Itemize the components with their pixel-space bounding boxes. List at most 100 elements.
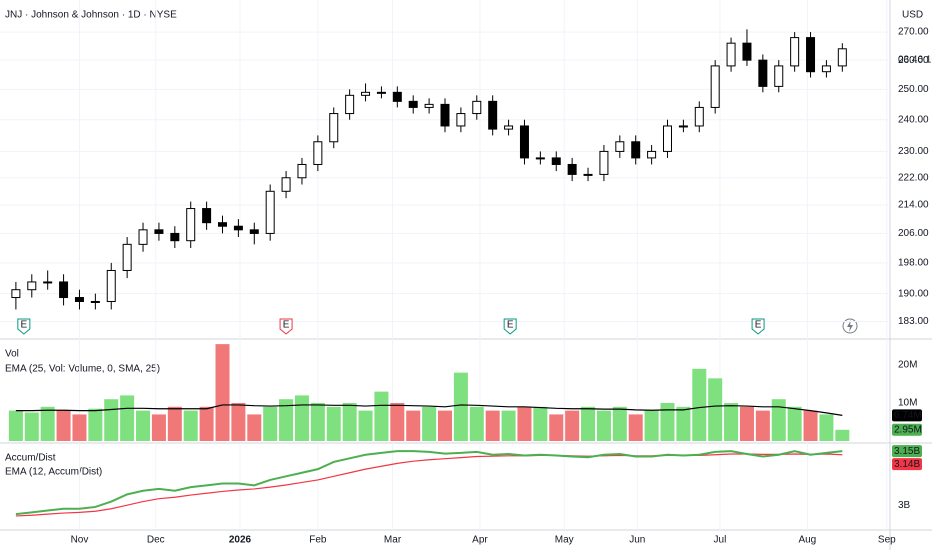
volume-bar	[549, 414, 564, 441]
volume-bar	[104, 399, 119, 441]
y-tick-label: 190.00	[898, 288, 929, 299]
series-line	[15, 404, 843, 416]
volume-bar	[803, 410, 818, 441]
volume-bar	[485, 410, 500, 441]
event-label: E	[283, 320, 290, 331]
volume-bar	[644, 410, 659, 441]
candle-body	[138, 229, 148, 245]
series-line	[15, 453, 843, 517]
y-tick-label: 270.00	[898, 27, 929, 38]
candle-body	[186, 208, 196, 242]
volume-bar	[612, 406, 627, 441]
volume-bar	[72, 414, 87, 441]
x-tick-label: Apr	[472, 535, 488, 546]
volume-bar	[136, 410, 151, 441]
candle-body	[392, 91, 402, 102]
candle-body	[821, 65, 831, 73]
candle-body	[345, 94, 355, 115]
volume-bar	[739, 406, 754, 441]
event-marker	[17, 318, 31, 335]
candle-body	[678, 125, 688, 128]
candle-body	[615, 141, 625, 152]
last-value-badge	[892, 458, 922, 471]
candle-body	[376, 91, 386, 94]
candle-body	[11, 289, 21, 299]
y-tick-label: 250.00	[898, 84, 929, 95]
candle-body	[631, 141, 641, 159]
volume-bar	[199, 406, 214, 441]
series-line	[15, 450, 843, 516]
event-marker	[751, 318, 765, 335]
volume-bar	[724, 403, 739, 441]
volume-bar	[469, 406, 484, 441]
candle-body	[535, 157, 545, 160]
candle-body	[361, 91, 371, 96]
volume-bar	[215, 344, 230, 441]
candle-body	[472, 100, 482, 115]
candle-body	[27, 281, 37, 291]
y-tick-label: 222.00	[898, 172, 929, 183]
event-marker	[503, 318, 517, 335]
last-value-label: 2.95M	[894, 424, 922, 435]
volume-bar	[581, 406, 596, 441]
volume-bar	[358, 410, 373, 441]
y-tick-label: 3B	[898, 500, 911, 511]
volume-bar	[310, 403, 325, 441]
y-tick-label: 10M	[898, 398, 917, 409]
event-label: E	[21, 320, 28, 331]
pane-legend: EMA (12, Accum/Dist)	[5, 467, 102, 478]
volume-bar	[374, 391, 389, 441]
x-tick-label: Jul	[714, 535, 727, 546]
volume-bar	[628, 414, 643, 441]
volume-bar	[787, 406, 802, 441]
candle-body	[758, 59, 768, 87]
event-marker	[279, 318, 293, 335]
candle-body	[424, 103, 434, 108]
currency: USD	[902, 10, 923, 21]
pane-legend: EMA (25, Vol: Volume, 0, SMA, 25)	[5, 364, 160, 375]
volume-bar	[565, 410, 580, 441]
x-tick-label: Feb	[309, 535, 327, 546]
volume-bar	[24, 412, 39, 441]
chart-title: JNJ · Johnson & Johnson · 1D · NYSE	[5, 10, 177, 21]
candle-body	[74, 297, 84, 302]
volume-bar	[406, 410, 421, 441]
volume-bar	[819, 414, 834, 441]
x-tick-label: Dec	[147, 535, 165, 546]
y-tick-label: 260.00	[898, 55, 929, 66]
y-tick-label: 20M	[898, 360, 917, 371]
candle-body	[408, 100, 418, 108]
y-tick-label: 240.00	[898, 114, 929, 125]
candle-body	[456, 113, 466, 127]
y-tick-label: 183.00	[898, 316, 929, 327]
candle-body	[170, 232, 180, 242]
candle-body	[329, 113, 339, 143]
volume-bar	[231, 403, 246, 441]
candle-body	[218, 222, 227, 227]
candle-body	[154, 229, 164, 234]
volume-bar	[151, 414, 166, 441]
volume-bar	[596, 410, 611, 441]
pane-title: Vol	[5, 349, 19, 360]
y-tick-label: 198.00	[898, 258, 929, 269]
volume-bar	[56, 410, 71, 441]
candle-body	[504, 125, 514, 130]
volume-bar	[279, 399, 294, 441]
candle-body	[742, 42, 752, 61]
x-tick-label: Jun	[629, 535, 645, 546]
volume-bar	[660, 403, 675, 441]
volume-bar	[342, 403, 357, 441]
volume-bar	[708, 378, 723, 441]
volume-bar	[517, 406, 532, 441]
y-tick-label: 230.00	[898, 146, 929, 157]
volume-bar	[120, 395, 135, 441]
dividend-icon	[842, 318, 858, 334]
x-tick-label: Mar	[384, 535, 402, 546]
volume-bar	[692, 368, 707, 441]
candle-body	[59, 281, 69, 299]
y-tick-label: 206.00	[898, 228, 929, 239]
volume-bar	[771, 399, 786, 441]
event-label: E	[755, 320, 762, 331]
candle-body	[726, 42, 736, 67]
